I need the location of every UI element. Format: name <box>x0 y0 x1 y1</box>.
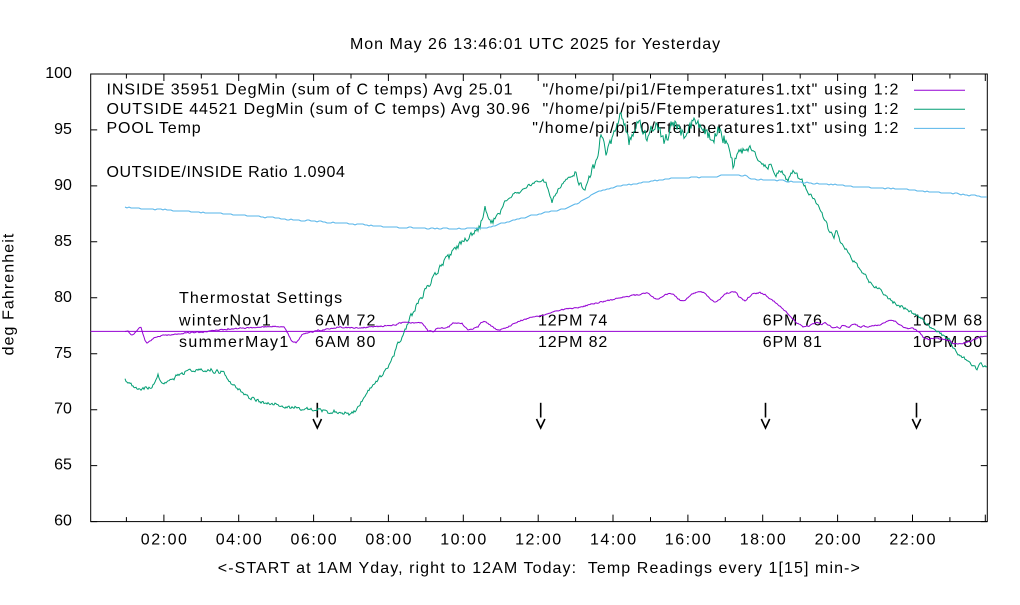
svg-text:90: 90 <box>54 177 72 194</box>
svg-text:OUTSIDE/INSIDE Ratio 1.0904: OUTSIDE/INSIDE Ratio 1.0904 <box>107 164 345 181</box>
svg-text:6AM 80: 6AM 80 <box>315 334 375 351</box>
svg-text:60: 60 <box>54 513 72 530</box>
svg-text:80: 80 <box>54 289 72 306</box>
svg-text:10:00: 10:00 <box>440 532 486 549</box>
svg-text:6AM 72: 6AM 72 <box>315 312 375 329</box>
svg-text:70: 70 <box>54 401 72 418</box>
svg-text:02:00: 02:00 <box>141 532 187 549</box>
svg-text:22:00: 22:00 <box>889 532 935 549</box>
svg-text:summerMay1: summerMay1 <box>179 334 288 351</box>
svg-text:Mon May 26 13:46:01 UTC 2025 f: Mon May 26 13:46:01 UTC 2025 for Yesterd… <box>350 36 720 53</box>
svg-text:"/home/pi/pi5/Ftemperatures1.t: "/home/pi/pi5/Ftemperatures1.txt" using … <box>543 101 899 118</box>
svg-text:10PM 68: 10PM 68 <box>913 312 982 329</box>
svg-text:16:00: 16:00 <box>665 532 711 549</box>
svg-text:06:00: 06:00 <box>291 532 337 549</box>
svg-text:20:00: 20:00 <box>815 532 861 549</box>
svg-text:14:00: 14:00 <box>590 532 636 549</box>
svg-text:85: 85 <box>54 233 72 250</box>
svg-text:"/home/pi/pi1/Ftemperatures1.t: "/home/pi/pi1/Ftemperatures1.txt" using … <box>543 82 899 99</box>
svg-text:12PM 74: 12PM 74 <box>538 312 607 329</box>
svg-text:100: 100 <box>45 65 72 82</box>
svg-text:04:00: 04:00 <box>216 532 262 549</box>
svg-text:65: 65 <box>54 457 72 474</box>
svg-text:POOL Temp: POOL Temp <box>107 120 201 137</box>
svg-text:Thermostat Settings: Thermostat Settings <box>179 290 342 307</box>
svg-text:deg Fahrenheit: deg Fahrenheit <box>1 233 18 355</box>
svg-text:95: 95 <box>54 121 72 138</box>
svg-text:<-START at 1AM Yday, right to: <-START at 1AM Yday, right to 12AM Today… <box>218 560 860 577</box>
svg-text:12PM 82: 12PM 82 <box>538 334 607 351</box>
svg-text:INSIDE 35951 DegMin (sum of C: INSIDE 35951 DegMin (sum of C temps) Avg… <box>107 82 513 99</box>
svg-text:winterNov1: winterNov1 <box>178 312 271 329</box>
svg-text:75: 75 <box>54 345 72 362</box>
svg-text:08:00: 08:00 <box>365 532 411 549</box>
svg-text:6PM 76: 6PM 76 <box>763 312 822 329</box>
svg-text:18:00: 18:00 <box>740 532 786 549</box>
svg-text:12:00: 12:00 <box>515 532 561 549</box>
svg-text:6PM 81: 6PM 81 <box>763 334 822 351</box>
svg-text:OUTSIDE 44521 DegMin (sum of C: OUTSIDE 44521 DegMin (sum of C temps) Av… <box>107 101 530 118</box>
